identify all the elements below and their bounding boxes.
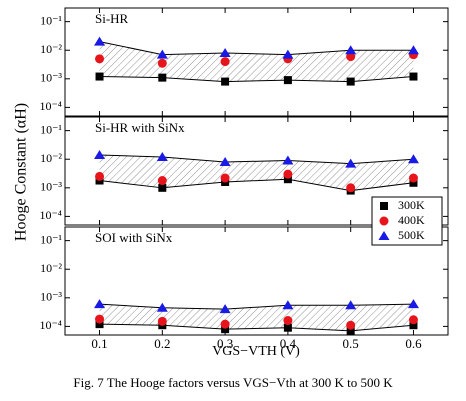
y-axis-label: Hooge Constant (αH) — [13, 103, 30, 241]
circle-marker — [157, 58, 167, 68]
triangle-marker — [282, 49, 294, 59]
square-marker — [158, 73, 167, 82]
x-tick-label: 0.3 — [217, 336, 233, 351]
triangle-marker — [282, 300, 294, 310]
panel-frame — [64, 7, 449, 117]
square-marker — [221, 77, 230, 86]
triangle-marker — [407, 299, 419, 309]
y-tick-label: 10⁻⁴ — [39, 318, 62, 332]
square-marker — [346, 326, 355, 335]
panel-title: Si-HR — [95, 11, 129, 26]
x-tick-label: 0.4 — [280, 336, 297, 351]
panel-frame — [64, 226, 449, 336]
y-tick-label: 10⁻² — [40, 151, 62, 165]
y-tick-label: 10⁻³ — [40, 290, 62, 304]
circle-marker — [346, 320, 356, 330]
triangle-marker — [345, 300, 357, 310]
square-marker — [283, 76, 292, 85]
y-tick-label: 10⁻³ — [40, 180, 62, 194]
x-axis-label: VGS−VTH (V) — [212, 344, 300, 359]
legend-label: 300K — [398, 198, 425, 212]
triangle-marker — [94, 36, 106, 46]
circle-marker — [220, 57, 230, 67]
square-marker — [283, 323, 292, 332]
circle-marker — [408, 173, 418, 183]
square-marker — [409, 321, 418, 330]
circle-marker — [220, 173, 230, 183]
square-marker — [409, 72, 418, 81]
x-tick-label: 0.5 — [343, 336, 359, 351]
hatched-band — [99, 304, 414, 331]
triangle-marker — [219, 304, 231, 314]
square-marker — [158, 183, 167, 192]
series-line — [99, 303, 414, 310]
circle-marker — [157, 176, 167, 186]
panel-title: SOI with SiNx — [95, 230, 173, 245]
triangle-marker — [282, 155, 294, 165]
y-tick-label: 10⁻⁴ — [39, 208, 62, 222]
y-tick-label: 10⁻² — [40, 261, 62, 275]
y-tick-label: 10⁻¹ — [40, 122, 62, 136]
triangle-marker — [345, 45, 357, 55]
square-marker — [95, 72, 104, 81]
x-tick-label: 0.1 — [91, 336, 107, 351]
square-marker — [221, 325, 230, 334]
square-marker — [346, 77, 355, 86]
panel-frame — [64, 116, 449, 226]
circle-marker — [283, 169, 293, 179]
y-tick-label: 10⁻⁴ — [39, 99, 62, 113]
square-marker — [95, 320, 104, 329]
series-line — [99, 323, 414, 332]
y-tick-label: 10⁻¹ — [40, 13, 62, 27]
y-tick-label: 10⁻³ — [40, 71, 62, 85]
triangle-marker — [156, 302, 168, 312]
triangle-marker — [345, 158, 357, 168]
series-line — [99, 178, 414, 192]
legend-marker — [378, 231, 390, 240]
triangle-marker — [94, 150, 106, 160]
x-tick-label: 0.6 — [405, 336, 422, 351]
triangle-marker — [94, 299, 106, 309]
y-tick-label: 10⁻¹ — [40, 232, 62, 246]
series-line — [99, 154, 414, 165]
circle-marker — [408, 315, 418, 325]
circle-marker — [95, 54, 105, 64]
panel-title: Si-HR with SiNx — [95, 120, 185, 135]
y-tick-label: 10⁻² — [40, 42, 62, 56]
legend-marker — [379, 216, 389, 226]
triangle-marker — [407, 45, 419, 55]
circle-marker — [283, 316, 293, 326]
square-marker — [283, 175, 292, 184]
hatched-band — [99, 41, 414, 82]
legend-marker — [380, 202, 388, 210]
triangle-marker — [156, 151, 168, 161]
circle-marker — [95, 171, 105, 181]
circle-marker — [346, 183, 356, 193]
series-line — [99, 76, 414, 83]
square-marker — [409, 178, 418, 187]
triangle-marker — [219, 156, 231, 166]
circle-marker — [95, 314, 105, 324]
triangle-marker — [156, 49, 168, 59]
triangle-marker — [407, 154, 419, 164]
legend-label: 400K — [398, 213, 425, 227]
x-tick-label: 0.2 — [154, 336, 170, 351]
circle-marker — [220, 319, 230, 329]
legend-label: 500K — [398, 228, 425, 242]
triangle-marker — [219, 47, 231, 57]
hatched-band — [99, 155, 414, 191]
series-line — [99, 41, 414, 56]
circle-marker — [157, 316, 167, 326]
caption: Fig. 7 The Hooge factors versus VGS−Vth … — [73, 375, 393, 390]
circle-marker — [346, 52, 356, 62]
